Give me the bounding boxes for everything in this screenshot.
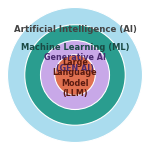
Text: Large
Language
Model
(LLM): Large Language Model (LLM) [53, 58, 97, 98]
Text: Machine Learning (ML): Machine Learning (ML) [21, 44, 129, 52]
Circle shape [40, 40, 110, 110]
Circle shape [8, 8, 142, 142]
Circle shape [25, 25, 125, 125]
Text: Generative AI
(GEN AI): Generative AI (GEN AI) [44, 53, 106, 73]
Text: Artificial Intelligence (AI): Artificial Intelligence (AI) [14, 26, 136, 34]
Circle shape [55, 55, 95, 95]
